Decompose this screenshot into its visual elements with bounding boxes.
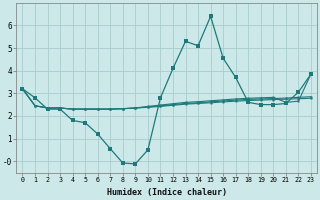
X-axis label: Humidex (Indice chaleur): Humidex (Indice chaleur) <box>107 188 227 197</box>
